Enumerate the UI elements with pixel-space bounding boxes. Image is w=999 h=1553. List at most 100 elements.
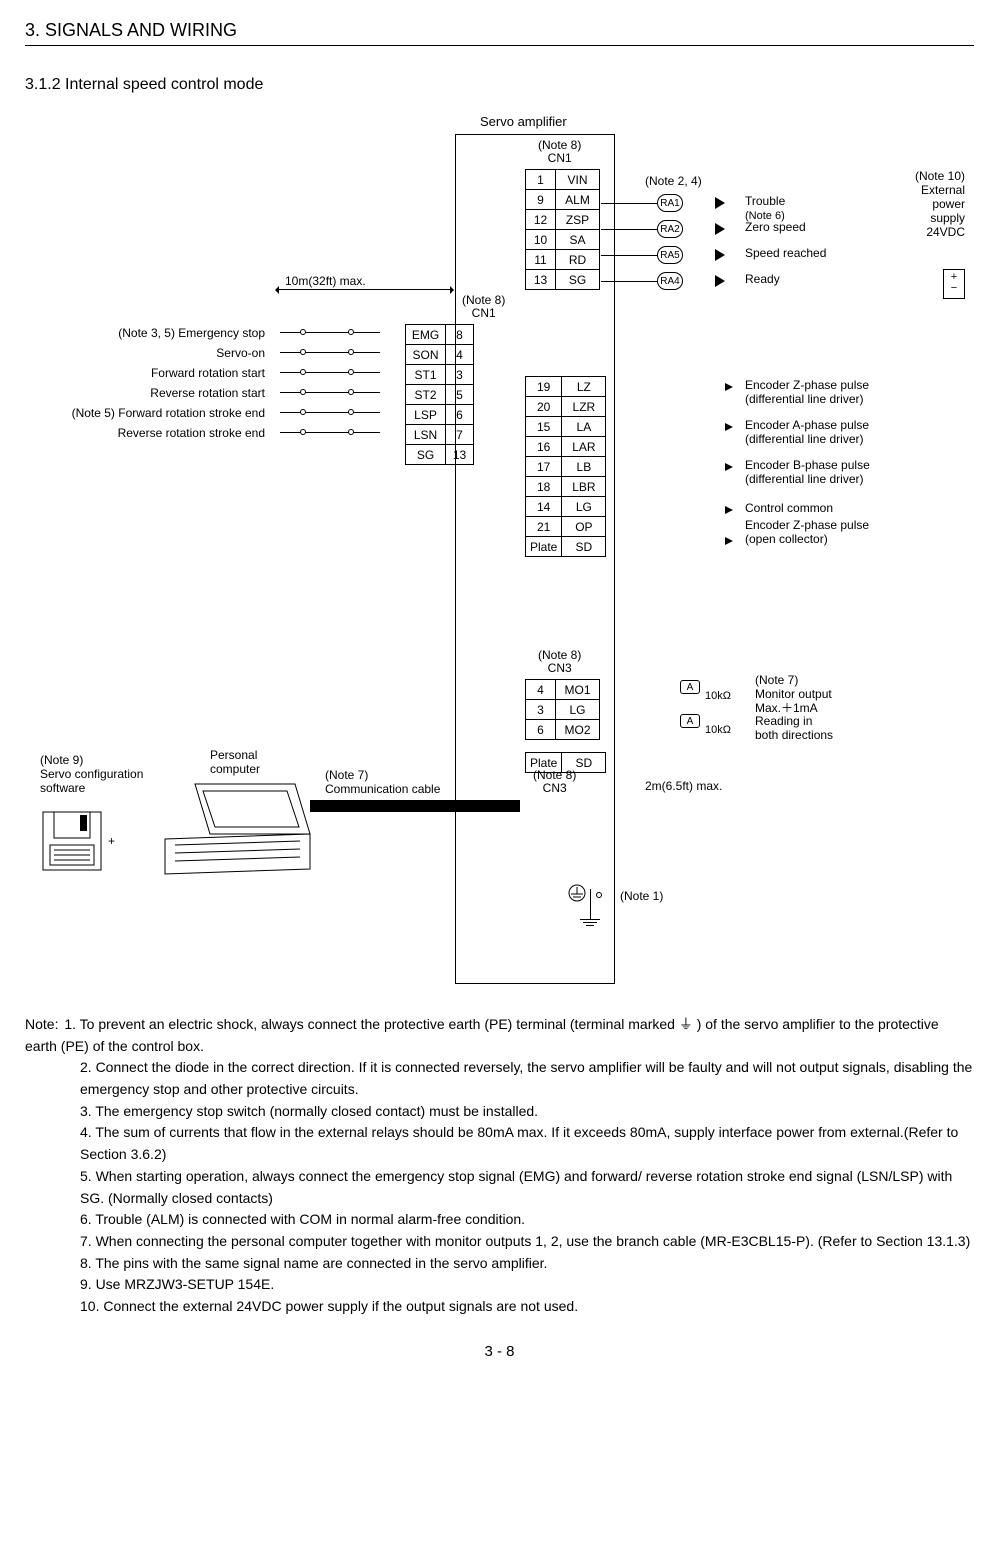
pc-label: Personal computer <box>210 749 260 777</box>
note-7: 7. When connecting the personal computer… <box>25 1231 974 1253</box>
note8r: (Note 8) <box>538 138 581 152</box>
rule <box>25 45 974 46</box>
pc-icon <box>155 779 315 879</box>
switch-icon <box>280 402 380 422</box>
max-cable-length: 10m(32ft) max. <box>285 274 366 288</box>
cn3bn: (Note 8) <box>533 768 576 782</box>
note9-block: (Note 9) Servo configuration software <box>40 754 143 795</box>
input-label: (Note 3, 5) Emergency stop <box>25 326 265 340</box>
cn3-table: 4 MO13 LG6 MO2 <box>525 679 600 740</box>
encoder-label: Encoder Z-phase pulse <box>745 519 869 533</box>
cn1-in-pin: 13 <box>446 445 474 465</box>
note-8: 8. The pins with the same signal name ar… <box>25 1253 974 1275</box>
floppy-icon: + <box>40 809 115 874</box>
cn1-in-sig: LSP <box>406 405 446 425</box>
page-number: 3 - 8 <box>25 1343 974 1360</box>
cn3n8: (Note 8) <box>538 648 581 662</box>
cn3t: CN3 <box>548 661 572 675</box>
cn1-in-pin: 5 <box>446 385 474 405</box>
cn1-right-note: (Note 8) CN1 <box>538 139 581 165</box>
enc-pin: 19 <box>526 377 562 397</box>
cn1-left-note: (Note 8) CN1 <box>462 294 505 320</box>
encoder-label: Encoder B-phase pulse <box>745 459 870 473</box>
cn1-out-sig: SA <box>556 230 600 250</box>
enc-sig: LB <box>562 457 606 477</box>
enc-pin: Plate <box>526 537 562 557</box>
enc-sig: SD <box>562 537 606 557</box>
section-title: 3.1.2 Internal speed control mode <box>25 76 974 94</box>
cn3-sig: LG <box>556 700 600 720</box>
enc-sig: OP <box>562 517 606 537</box>
wire <box>601 203 657 204</box>
cn1-out-pin: 1 <box>526 170 556 190</box>
wire <box>601 255 657 256</box>
enc-sig: LAR <box>562 437 606 457</box>
arrow-icon <box>725 537 733 545</box>
arrow-icon <box>725 506 733 514</box>
wiring-diagram: Servo amplifier 10m(32ft) max. (Note 8) … <box>25 114 965 994</box>
n7c: (Note 7) <box>325 768 368 782</box>
enc-pin: 14 <box>526 497 562 517</box>
cn1-out-pin: 12 <box>526 210 556 230</box>
monitor-labels: (Note 7) Monitor output Max.＋1mA Reading… <box>755 674 833 743</box>
arrow-icon <box>725 423 733 431</box>
input-label: Reverse rotation stroke end <box>25 426 265 440</box>
note-4: 4. The sum of currents that flow in the … <box>25 1122 974 1165</box>
cn1r: CN1 <box>548 151 572 165</box>
cn1-in-pin: 8 <box>446 325 474 345</box>
cn3-pin: 3 <box>526 700 556 720</box>
cn1-out-sig: ZSP <box>556 210 600 230</box>
cn3bt: CN3 <box>543 781 567 795</box>
relay-coil: RA5 <box>657 246 683 264</box>
input-label: Reverse rotation start <box>25 386 265 400</box>
wire <box>601 281 657 282</box>
notes-block: Note: 1. To prevent an electric shock, a… <box>25 1014 974 1318</box>
ext-power-note: (Note 10) External power supply 24VDC <box>915 169 965 239</box>
note10: (Note 10) <box>915 169 965 183</box>
cn1-text: CN1 <box>472 306 496 320</box>
chapter-title: 3. SIGNALS AND WIRING <box>25 20 974 41</box>
n9: (Note 9) <box>40 753 83 767</box>
cn3-max: 2m(6.5ft) max. <box>645 779 722 793</box>
encoder-label: Control common <box>745 502 833 516</box>
ml3: Reading in <box>755 714 812 728</box>
switch-icon <box>280 362 380 382</box>
cn1-out-pin: 11 <box>526 250 556 270</box>
pcn1: Personal <box>210 748 257 762</box>
cn1-out-pin: 13 <box>526 270 556 290</box>
relay-coil: RA1 <box>657 194 683 212</box>
cn1-in-sig: ST2 <box>406 385 446 405</box>
input-label: Forward rotation start <box>25 366 265 380</box>
cn3-sig: MO2 <box>556 720 600 740</box>
cn3-bottom-note: (Note 8) CN3 <box>533 769 576 795</box>
ml2: Max.＋1mA <box>755 701 818 715</box>
enc-pin: 20 <box>526 397 562 417</box>
power-box: + − <box>943 269 965 299</box>
arrow-icon <box>725 383 733 391</box>
cn1-in-pin: 3 <box>446 365 474 385</box>
ml1: Monitor output <box>755 687 832 701</box>
relay-coil: RA4 <box>657 272 683 290</box>
pl2: power <box>932 197 965 211</box>
encoder-label: (open collector) <box>745 533 828 547</box>
enc-sig: LZR <box>562 397 606 417</box>
cn1-in-pin: 4 <box>446 345 474 365</box>
svg-text:+: + <box>108 834 115 848</box>
note-1: 1. To prevent an electric shock, always … <box>25 1016 939 1054</box>
arrow-icon <box>725 463 733 471</box>
pl4: 24VDC <box>926 225 965 239</box>
cn1-input-table: EMG 8SON 4ST1 3ST2 5LSP 6LSN 7SG 13 <box>405 324 474 465</box>
encoder-label: Encoder Z-phase pulse <box>745 379 869 393</box>
relay-desc: Speed reached <box>745 246 826 260</box>
switch-icon <box>280 322 380 342</box>
switch-icon <box>280 382 380 402</box>
enc-pin: 21 <box>526 517 562 537</box>
relay-desc: Zero speed <box>745 220 806 234</box>
relay-desc: Trouble(Note 6) <box>745 194 785 222</box>
cn1-out-sig: RD <box>556 250 600 270</box>
cn1-in-pin: 7 <box>446 425 474 445</box>
diode-icon <box>715 197 725 209</box>
enc-pin: 17 <box>526 457 562 477</box>
cn3-pin: 6 <box>526 720 556 740</box>
note8-text: (Note 8) <box>462 293 505 307</box>
